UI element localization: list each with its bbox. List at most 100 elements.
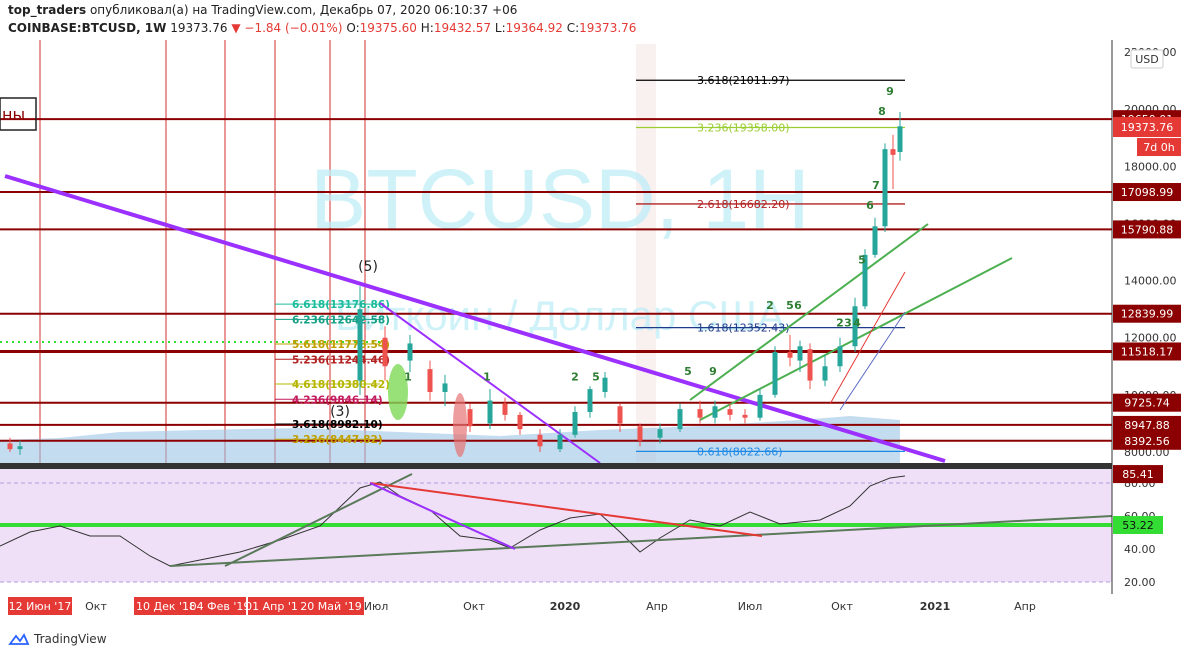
- tradingview-footer: TradingView: [8, 632, 107, 646]
- time-tick: Апр: [1014, 600, 1036, 613]
- level-badge: [1113, 415, 1181, 434]
- high-value: 19432.57: [433, 21, 492, 35]
- candle-body: [7, 443, 13, 450]
- level-price-text: 9725.74: [1124, 397, 1170, 410]
- count-label: 1: [483, 371, 491, 384]
- annotation-box: [0, 97, 37, 131]
- high-label: H:: [420, 21, 434, 35]
- candle-body: [882, 149, 888, 227]
- time-badge-text: 01 Апр '19: [245, 600, 305, 613]
- price-tick: 12000.00: [1124, 332, 1177, 345]
- time-badge: [194, 597, 246, 615]
- fib-label-left: 5.236(11244.46): [292, 354, 390, 366]
- candle-body: [657, 429, 663, 438]
- time-badge: [298, 597, 364, 615]
- time-tick: Окт: [85, 600, 107, 613]
- wave-trendline[interactable]: [379, 302, 601, 464]
- level-price-text: 17098.99: [1121, 186, 1174, 199]
- time-badge: [134, 597, 198, 615]
- time-tick: Июл: [738, 600, 763, 613]
- low-value: 19364.92: [505, 21, 563, 35]
- fibonacci-levels: 3.618(21011.97) 3.236(19358.00) 2.618(1668…: [275, 74, 905, 458]
- count-label: 2: [836, 316, 844, 329]
- candle-body: [537, 434, 543, 447]
- current-price-text: 19373.76: [1121, 121, 1174, 134]
- candle-body: [487, 400, 493, 424]
- level-price-labels: 19650.0117098.9915790.8812839.9911518.17…: [1113, 110, 1181, 450]
- candle-body: [837, 346, 843, 367]
- level-price-text: 11518.17: [1121, 345, 1174, 358]
- author-name[interactable]: top_traders: [8, 3, 87, 17]
- time-tick: Апр: [646, 600, 668, 613]
- candle-body: [822, 366, 828, 381]
- publish-info: опубликовал(а) на TradingView.com, Декаб…: [89, 3, 518, 17]
- rsi-level-badge: [1113, 516, 1163, 534]
- level-price-text: 8947.88: [1124, 419, 1170, 432]
- level-price-text: 12839.99: [1121, 308, 1174, 321]
- rsi-red-line[interactable]: [369, 482, 763, 537]
- count-label: 6: [866, 199, 874, 212]
- rsi-value-text: 85.41: [1122, 468, 1154, 481]
- descending-trendline[interactable]: [4, 174, 946, 463]
- pane-separator[interactable]: [0, 463, 1112, 469]
- candle-body: [872, 226, 878, 255]
- rsi-support-line[interactable]: [169, 515, 1113, 567]
- close-value: 19373.76: [579, 21, 637, 35]
- fib-label-left: 6.618(13176.86): [292, 299, 390, 311]
- highlight-ellipse-red: [453, 393, 467, 457]
- fib-label-left: 4.236(9846.14): [292, 394, 383, 406]
- time-badge-text: 12 Июн '17: [9, 600, 72, 613]
- rsi-line: [0, 475, 906, 567]
- candle-body: [502, 403, 508, 415]
- fib-label-left: 4.618(10380.42): [292, 379, 390, 391]
- open-label: O:: [346, 21, 360, 35]
- candle-body: [602, 377, 608, 392]
- candle-body: [862, 254, 868, 307]
- candle-body: [442, 383, 448, 392]
- time-badge-text: 04 Фев '19: [190, 600, 251, 613]
- tradingview-brand[interactable]: TradingView: [34, 632, 107, 646]
- chart-canvas[interactable]: BTCUSD, 1H Биткоин / Доллар США 3.618(21…: [0, 40, 1188, 630]
- count-label: 3: [844, 316, 852, 329]
- candle-body: [697, 409, 703, 418]
- count-label: 2: [766, 299, 774, 312]
- time-badge-text: 10 Дек '18: [136, 600, 196, 613]
- candle-body: [427, 369, 433, 392]
- tradingview-logo-icon: [8, 633, 30, 645]
- candle-body: [807, 349, 813, 381]
- level-price-text: 8392.56: [1124, 435, 1170, 448]
- publish-header: top_traders опубликовал(а) на TradingVie…: [8, 3, 517, 17]
- count-label: 8: [878, 105, 886, 118]
- time-tick: 2021: [920, 600, 951, 613]
- wave-label-3: (3): [330, 404, 350, 420]
- countdown-text: 7d 0h: [1143, 141, 1174, 154]
- currency-button[interactable]: [1130, 49, 1164, 69]
- candle-body: [382, 337, 388, 367]
- level-badge: [1113, 304, 1181, 323]
- count-label: 5: [858, 253, 866, 266]
- candle-body: [787, 352, 793, 358]
- fib-label-left: 6.236(12642.58): [292, 314, 390, 326]
- candle-body: [712, 406, 718, 418]
- ma-line-red: [829, 271, 906, 405]
- count-label: 6: [794, 299, 802, 312]
- candle-body: [852, 306, 858, 347]
- fib-label: 3.618(21011.97): [697, 74, 790, 87]
- candle-body: [757, 394, 763, 418]
- level-badge: [1113, 183, 1181, 202]
- price-pane[interactable]: [0, 40, 1112, 463]
- candle-body: [897, 126, 903, 152]
- last-price: 19373.76: [170, 21, 228, 35]
- count-label: 9: [709, 365, 717, 378]
- channel-upper-line[interactable]: [689, 223, 929, 401]
- rsi-purple-line[interactable]: [369, 482, 516, 550]
- symbol-label[interactable]: COINBASE:BTCUSD, 1W: [8, 21, 167, 35]
- candle-body: [17, 446, 23, 450]
- price-tick: 18000.00: [1124, 160, 1177, 173]
- rsi-rise-line[interactable]: [224, 473, 413, 567]
- fib-label: 0.618(8022.66): [697, 445, 783, 458]
- rsi-tick: 20.00: [1124, 576, 1156, 589]
- candle-body: [677, 409, 683, 430]
- candle-body: [557, 434, 563, 450]
